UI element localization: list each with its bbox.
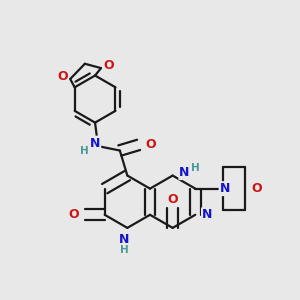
Text: N: N (119, 233, 130, 246)
Text: N: N (220, 182, 230, 195)
Text: O: O (251, 182, 262, 195)
Text: H: H (120, 245, 129, 255)
Text: H: H (80, 146, 89, 156)
Text: O: O (68, 208, 79, 221)
Text: O: O (58, 70, 68, 83)
Text: N: N (202, 208, 212, 221)
Text: O: O (103, 58, 114, 72)
Text: N: N (90, 137, 100, 150)
Text: O: O (167, 193, 178, 206)
Text: H: H (190, 163, 199, 173)
Text: O: O (145, 138, 156, 152)
Text: N: N (179, 166, 190, 179)
